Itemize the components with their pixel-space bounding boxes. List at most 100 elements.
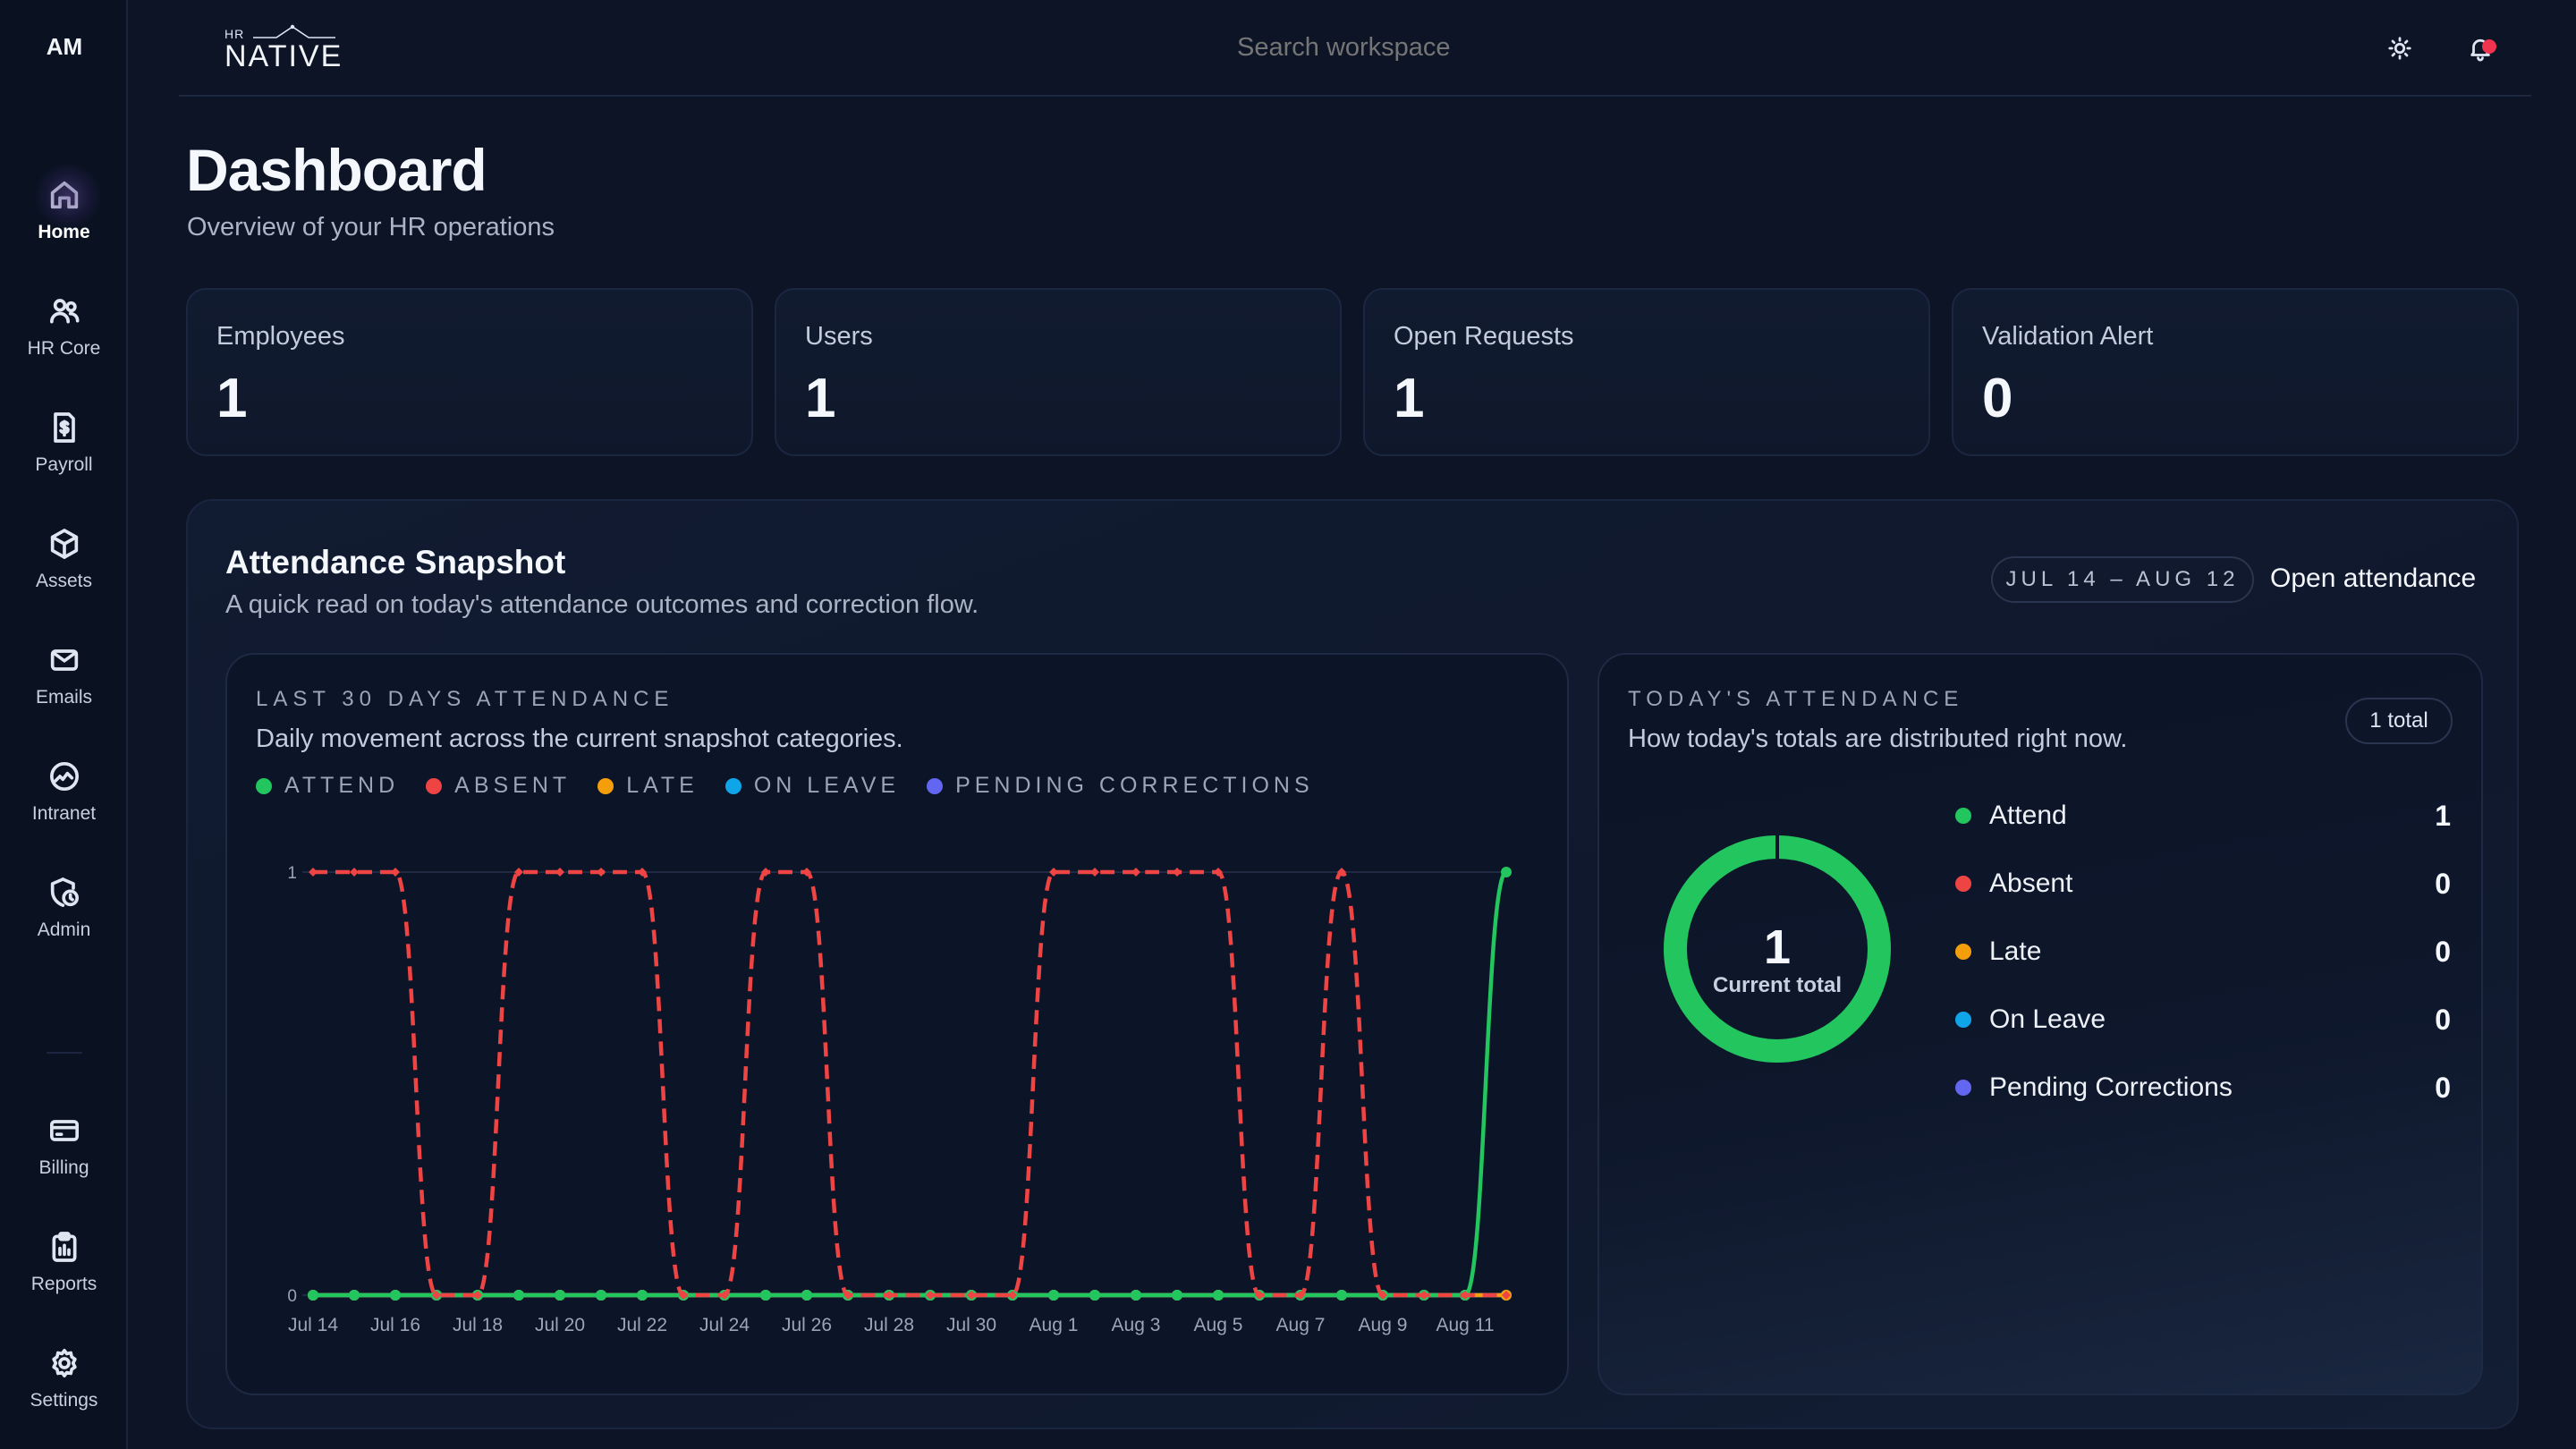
legend-dot <box>426 777 443 794</box>
sidebar-item-emails[interactable]: Emails <box>0 626 128 724</box>
sidebar-item-intranet[interactable]: Intranet <box>0 742 128 841</box>
legend-label: ABSENT <box>454 773 572 798</box>
data-point-attend <box>1501 867 1512 877</box>
stat-value: 0 <box>1982 368 2013 429</box>
data-point-absent <box>1502 1291 1511 1300</box>
brand-logo[interactable]: HR NATIVE <box>225 20 350 77</box>
card-kicker: LAST 30 DAYS ATTENDANCE <box>256 687 674 711</box>
row-dot <box>1955 1012 1971 1028</box>
users-icon <box>49 299 79 324</box>
legend-item-attend[interactable]: ATTEND <box>256 773 399 799</box>
date-range-pill[interactable]: JUL 14 – AUG 12 <box>1991 556 2254 603</box>
stat-label: Users <box>805 322 873 351</box>
stat-label: Validation Alert <box>1982 322 2154 351</box>
panel-title: Attendance Snapshot <box>225 544 566 580</box>
sidebar-item-assets[interactable]: Assets <box>0 510 128 608</box>
legend-item-pending-corrections[interactable]: PENDING CORRECTIONS <box>927 773 1314 799</box>
sidebar-item-label: Assets <box>35 571 93 591</box>
sidebar-item-payroll[interactable]: Payroll <box>0 394 128 492</box>
stat-card-users[interactable]: Users 1 <box>775 288 1342 456</box>
today-row-attend: Attend 1 <box>1955 798 2451 834</box>
legend-dot <box>724 777 741 794</box>
sun-icon <box>2388 37 2411 60</box>
row-value: 0 <box>2435 935 2451 968</box>
top-bar: HR NATIVE <box>128 0 2576 97</box>
payroll-icon <box>53 412 75 443</box>
row-dot <box>1955 808 1971 824</box>
x-tick-label: Aug 1 <box>1030 1315 1079 1335</box>
data-point-absent <box>473 1291 482 1300</box>
search-input[interactable] <box>1237 27 1684 68</box>
sidebar-item-admin[interactable]: Admin <box>0 859 128 957</box>
card-description: Daily movement across the current snapsh… <box>256 724 903 753</box>
stat-card-validation-alert[interactable]: Validation Alert 0 <box>1952 288 2519 456</box>
data-point-absent <box>1378 1291 1387 1300</box>
sidebar-item-label: Intranet <box>31 803 97 824</box>
data-point-absent <box>802 868 811 877</box>
attendance-donut-chart <box>1664 835 1891 1063</box>
sidebar-item-settings[interactable]: Settings <box>0 1329 128 1428</box>
legend-dot <box>256 777 272 794</box>
data-point-attend <box>555 1290 565 1301</box>
legend-label: ATTEND <box>284 773 400 798</box>
row-value: 0 <box>2435 867 2451 900</box>
attendance-snapshot-panel: Attendance Snapshot A quick read on toda… <box>186 499 2519 1429</box>
avatar[interactable]: AM <box>46 32 83 60</box>
sidebar-item-label: Payroll <box>35 454 93 475</box>
x-tick-label: Jul 24 <box>699 1315 750 1335</box>
data-point-absent <box>638 868 647 877</box>
stat-card-employees[interactable]: Employees 1 <box>186 288 753 456</box>
stat-card-open-requests[interactable]: Open Requests 1 <box>1363 288 1930 456</box>
sidebar-item-label: Admin <box>37 919 91 940</box>
today-row-on-leave: On Leave 0 <box>1955 1002 2451 1038</box>
legend-item-on-leave[interactable]: ON LEAVE <box>724 773 900 799</box>
row-value: 0 <box>2435 1071 2451 1104</box>
row-label: Absent <box>1989 869 2073 898</box>
x-tick-label: Jul 28 <box>864 1315 914 1335</box>
total-badge: 1 total <box>2345 698 2453 744</box>
sidebar-item-home[interactable]: Home <box>0 161 128 259</box>
x-tick-label: Jul 30 <box>946 1315 996 1335</box>
x-tick-label: Aug 5 <box>1194 1315 1243 1335</box>
sidebar-divider <box>47 1052 82 1054</box>
sidebar-item-billing[interactable]: Billing <box>0 1097 128 1195</box>
row-label: Late <box>1989 936 2042 966</box>
today-row-late: Late 0 <box>1955 934 2451 970</box>
row-label: Pending Corrections <box>1989 1072 2233 1102</box>
data-point-attend <box>1172 1290 1182 1301</box>
sidebar-item-hr-core[interactable]: HR Core <box>0 277 128 376</box>
data-point-absent <box>1337 868 1346 877</box>
brand-name: NATIVE <box>225 39 343 73</box>
y-tick-label: 1 <box>287 864 297 883</box>
data-point-absent <box>350 868 359 877</box>
y-tick-label: 0 <box>287 1287 297 1306</box>
legend-item-late[interactable]: LATE <box>597 773 699 799</box>
card-description: How today's totals are distributed right… <box>1628 724 2128 753</box>
open-attendance-link[interactable]: Open attendance <box>2270 564 2477 593</box>
x-tick-label: Jul 14 <box>288 1315 338 1335</box>
brand-prefix: HR <box>225 27 245 41</box>
data-point-absent <box>967 1291 976 1300</box>
header-divider <box>179 95 2531 97</box>
theme-toggle-button[interactable] <box>2380 29 2419 68</box>
gear-icon <box>51 1349 77 1377</box>
x-tick-label: Aug 9 <box>1359 1315 1408 1335</box>
data-point-absent <box>514 868 523 877</box>
x-tick-label: Jul 18 <box>453 1315 503 1335</box>
row-dot <box>1955 876 1971 892</box>
card-kicker: TODAY'S ATTENDANCE <box>1628 687 1964 711</box>
data-point-attend <box>596 1290 606 1301</box>
notifications-button[interactable] <box>2461 29 2500 68</box>
legend-item-absent[interactable]: ABSENT <box>426 773 571 799</box>
sidebar-item-reports[interactable]: Reports <box>0 1213 128 1311</box>
legend-label: LATE <box>626 773 699 798</box>
donut-value: 1 <box>1763 920 1792 974</box>
sidebar-item-label: Settings <box>30 1390 98 1411</box>
data-point-absent <box>1049 868 1058 877</box>
data-point-absent <box>1255 1291 1264 1300</box>
clipboard-icon <box>52 1232 76 1262</box>
data-point-absent <box>926 1291 935 1300</box>
today-row-pending-corrections: Pending Corrections 0 <box>1955 1070 2451 1106</box>
data-point-attend <box>1131 1290 1141 1301</box>
x-tick-label: Aug 7 <box>1276 1315 1326 1335</box>
